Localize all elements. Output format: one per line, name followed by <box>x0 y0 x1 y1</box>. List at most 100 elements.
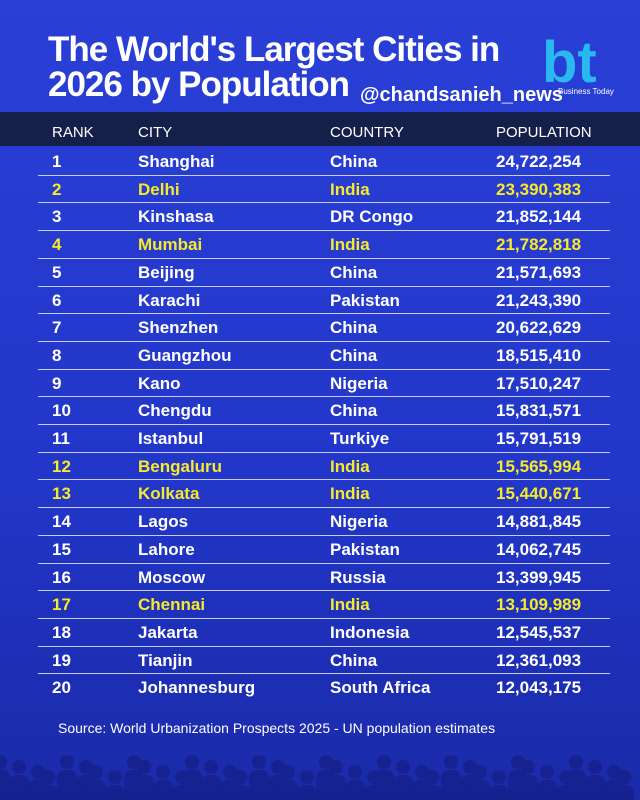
rank-cell: 15 <box>52 539 71 559</box>
column-header: CITY <box>138 124 173 141</box>
column-header: POPULATION <box>496 124 592 141</box>
country-cell: China <box>330 318 378 338</box>
rank-cell: 14 <box>52 512 71 532</box>
rank-cell: 6 <box>52 290 62 310</box>
row-separator <box>38 451 610 453</box>
city-cell: Karachi <box>138 290 201 310</box>
body <box>105 785 125 800</box>
rank-cell: 3 <box>52 207 62 227</box>
row-separator <box>38 257 610 259</box>
head <box>108 770 122 784</box>
body <box>182 770 202 800</box>
row-separator <box>38 645 610 647</box>
country-cell: India <box>330 595 370 615</box>
body <box>537 780 557 800</box>
city-cell: Jakarta <box>138 622 198 642</box>
city-cell: Lagos <box>138 512 189 532</box>
city-cell: Moscow <box>138 567 206 587</box>
population-cell: 23,390,383 <box>496 179 582 199</box>
population-cell: 24,722,254 <box>496 152 582 171</box>
row-separator <box>38 424 610 425</box>
head <box>60 755 74 769</box>
head <box>521 760 535 774</box>
rank-cell: 8 <box>52 345 62 365</box>
rank-cell: 17 <box>52 595 71 615</box>
body <box>9 775 29 800</box>
rank-cell: 12 <box>52 456 71 476</box>
population-cell: 13,399,945 <box>496 567 582 587</box>
city-cell: Chennai <box>138 595 206 615</box>
rank-cell: 13 <box>52 484 71 504</box>
row-separator <box>38 202 610 204</box>
population-cell: 15,831,571 <box>496 401 582 421</box>
head <box>396 760 410 774</box>
rank-cell: 2 <box>52 179 62 199</box>
head <box>492 770 506 784</box>
country-cell: Pakistan <box>330 539 400 559</box>
body <box>0 770 10 800</box>
row-separator <box>38 368 610 370</box>
body <box>470 780 490 800</box>
population-cell: 12,361,093 <box>496 650 582 670</box>
row-separator <box>38 285 610 287</box>
body <box>585 775 605 800</box>
rank-cell: 9 <box>52 373 62 393</box>
row-separator <box>38 174 610 176</box>
country-cell: Nigeria <box>330 373 388 393</box>
rank-cell: 5 <box>52 262 62 282</box>
head <box>156 765 170 779</box>
body <box>134 775 154 800</box>
population-cell: 12,545,537 <box>496 622 582 642</box>
head <box>569 755 583 769</box>
head <box>617 770 631 784</box>
city-cell: Mumbai <box>138 235 203 255</box>
head <box>473 765 487 779</box>
city-cell: Kinshasa <box>138 207 214 227</box>
country-cell: India <box>330 484 370 504</box>
row-separator <box>38 230 610 232</box>
country-cell: India <box>330 456 370 476</box>
country-cell: China <box>330 262 378 282</box>
row-separator <box>38 617 610 619</box>
body <box>86 780 106 800</box>
row-separator <box>38 590 610 592</box>
body <box>614 785 634 800</box>
body <box>297 785 317 800</box>
head <box>204 760 218 774</box>
city-cell: Shenzhen <box>138 318 219 338</box>
country-cell: Pakistan <box>330 290 400 310</box>
source: Source: World Urbanization Prospects 202… <box>58 720 496 736</box>
population-cell: 17,510,247 <box>496 373 582 393</box>
rank-cell: 10 <box>52 401 71 421</box>
country-cell: China <box>330 401 378 421</box>
head <box>329 760 343 774</box>
population-cell: 15,440,671 <box>496 484 582 504</box>
crowd-silhouette <box>0 755 634 800</box>
rank-cell: 19 <box>52 650 71 670</box>
population-cell: 15,791,519 <box>496 429 582 448</box>
handle: @chandsanieh_news <box>360 84 563 106</box>
column-header: RANK <box>52 124 94 141</box>
city-cell: Istanbul <box>138 429 204 448</box>
country-cell: China <box>330 152 378 171</box>
header-bar <box>0 112 640 146</box>
body <box>57 770 77 800</box>
city-cell: Bengaluru <box>138 456 223 476</box>
population-cell: 21,852,144 <box>496 207 582 227</box>
rank-cell: 4 <box>52 235 62 255</box>
head <box>348 765 362 779</box>
head <box>588 760 602 774</box>
row-separator <box>38 507 610 509</box>
population-cell: 20,622,629 <box>496 318 582 338</box>
body <box>566 770 586 800</box>
body <box>345 780 365 800</box>
row-separator <box>38 313 610 315</box>
row-separator <box>38 340 610 342</box>
head <box>233 770 247 784</box>
country-cell: India <box>330 235 370 255</box>
country-cell: DR Congo <box>330 207 414 227</box>
row-separator <box>38 534 610 536</box>
city-cell: Tianjin <box>138 650 193 670</box>
city-cell: Beijing <box>138 262 195 282</box>
